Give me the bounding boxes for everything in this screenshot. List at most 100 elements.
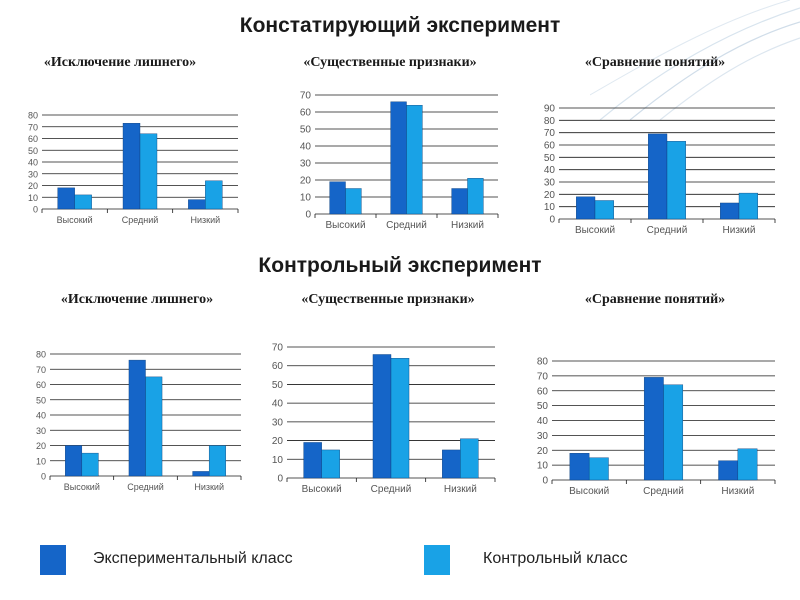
bar-experimental-0: [576, 196, 596, 220]
bar-experimental-2: [720, 202, 740, 220]
bar-control-2: [738, 192, 758, 220]
bar-experimental-2: [188, 199, 206, 210]
x-category-label: Средний: [643, 486, 684, 497]
y-tick-label: 50: [36, 395, 46, 405]
y-tick-label: 30: [300, 159, 312, 170]
bar-experimental-2: [451, 188, 468, 215]
bar-control-1: [145, 376, 163, 477]
heading-ascertaining-experiment: Констатирующий эксперимент: [239, 14, 561, 37]
chart-title-2: «Существенные признаки»: [303, 55, 477, 70]
bar-control-0: [588, 457, 609, 481]
y-tick-label: 0: [305, 210, 311, 221]
y-tick-label: 70: [28, 122, 38, 132]
chart-title-6: «Сравнение понятий»: [584, 292, 726, 307]
bar-experimental-2: [192, 471, 210, 477]
x-category-label: Низкий: [723, 225, 756, 236]
y-tick-label: 10: [544, 202, 556, 213]
bar-chart-4: 0 10 20 30 40 50 60 70 80 Высокий Средний Низкий: [36, 350, 242, 492]
x-category-label: Средний: [386, 220, 427, 231]
y-tick-label: 70: [537, 371, 549, 382]
bar-chart-5: 0 10 20 30 40 50 60 70 Высокий Средний Низкий: [272, 343, 496, 495]
y-tick-label: 40: [28, 158, 38, 168]
y-tick-label: 60: [300, 108, 312, 119]
x-category-label: Средний: [122, 215, 159, 225]
chart-title-1: «Исключение лишнего»: [43, 55, 197, 70]
legend-label-control: Контрольный класс: [483, 550, 628, 567]
bar-control-2: [205, 180, 223, 210]
heading-control-experiment: Контрольный эксперимент: [258, 254, 542, 277]
y-tick-label: 40: [300, 142, 312, 153]
bar-control-2: [737, 448, 758, 481]
y-tick-label: 40: [544, 165, 556, 176]
y-tick-label: 80: [537, 357, 549, 368]
y-tick-label: 0: [549, 215, 555, 226]
x-category-label: Высокий: [575, 225, 615, 236]
bar-control-2: [208, 445, 226, 477]
bar-experimental-1: [128, 359, 146, 477]
bar-control-2: [460, 438, 479, 479]
y-tick-label: 20: [272, 436, 284, 447]
x-category-label: Низкий: [444, 484, 477, 495]
bar-experimental-1: [648, 133, 668, 220]
y-tick-label: 10: [36, 456, 46, 466]
legend-swatch-experimental: [40, 545, 66, 575]
y-tick-label: 40: [36, 411, 46, 421]
bar-experimental-2: [718, 460, 739, 481]
y-tick-label: 50: [272, 380, 284, 391]
y-tick-label: 70: [544, 128, 556, 139]
bar-experimental-2: [442, 449, 461, 479]
y-tick-label: 40: [272, 399, 284, 410]
y-tick-label: 70: [300, 91, 312, 102]
x-category-label: Высокий: [64, 482, 100, 492]
bar-chart-6: 0 10 20 30 40 50 60 70 80 Высокий Средний Низкий: [537, 357, 776, 497]
bar-experimental-1: [390, 101, 407, 215]
chart-title-3: «Сравнение понятий»: [584, 55, 726, 70]
y-tick-label: 60: [537, 386, 549, 397]
y-tick-label: 50: [28, 146, 38, 156]
bar-experimental-0: [65, 445, 83, 477]
y-tick-label: 10: [300, 193, 312, 204]
y-tick-label: 30: [28, 169, 38, 179]
y-tick-label: 20: [28, 181, 38, 191]
bar-experimental-0: [303, 442, 322, 479]
y-tick-label: 10: [537, 461, 549, 472]
y-tick-label: 70: [272, 343, 284, 354]
chart-title-4: «Исключение лишнего»: [60, 292, 214, 307]
bar-chart-2: 0 10 20 30 40 50 60 70 Высокий Средний Низкий: [300, 91, 499, 231]
chart-title-5: «Существенные признаки»: [301, 292, 475, 307]
bar-control-0: [321, 449, 340, 479]
y-tick-label: 10: [272, 455, 284, 466]
x-category-label: Высокий: [325, 220, 365, 231]
bar-experimental-0: [57, 187, 75, 210]
y-tick-label: 70: [36, 365, 46, 375]
bar-control-0: [74, 194, 92, 210]
y-tick-label: 30: [537, 431, 549, 442]
y-tick-label: 60: [36, 380, 46, 390]
y-tick-label: 10: [28, 193, 38, 203]
y-tick-label: 20: [537, 446, 549, 457]
y-tick-label: 30: [544, 178, 556, 189]
bar-control-1: [390, 358, 410, 479]
bar-experimental-1: [372, 354, 392, 479]
x-category-label: Средний: [127, 482, 164, 492]
x-category-label: Низкий: [194, 482, 224, 492]
y-tick-label: 90: [544, 104, 556, 115]
bar-control-1: [406, 105, 423, 215]
y-tick-label: 0: [33, 205, 38, 215]
legend-label-experimental: Экспериментальный класс: [93, 550, 293, 567]
x-category-label: Высокий: [302, 484, 342, 495]
y-tick-label: 80: [36, 350, 46, 360]
bar-control-2: [467, 178, 484, 215]
x-category-label: Высокий: [569, 486, 609, 497]
y-tick-label: 20: [544, 190, 556, 201]
y-tick-label: 80: [28, 111, 38, 121]
y-tick-label: 60: [272, 361, 284, 372]
x-category-label: Низкий: [451, 220, 484, 231]
legend-swatch-control: [424, 545, 450, 575]
bar-experimental-1: [643, 377, 664, 481]
y-tick-label: 50: [537, 401, 549, 412]
bar-control-1: [666, 141, 686, 220]
y-tick-label: 30: [272, 417, 284, 428]
